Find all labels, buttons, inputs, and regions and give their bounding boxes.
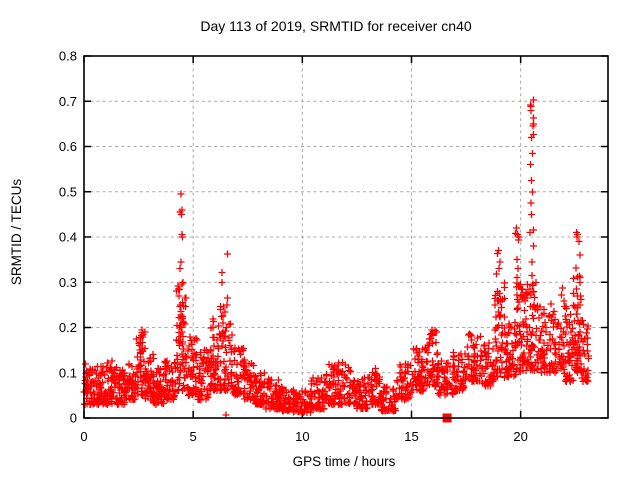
y-tick-labels: 0 0.1 0.2 0.3 0.4 0.5 0.6 0.7 0.8 xyxy=(59,49,77,426)
y-tick-label: 0 xyxy=(70,411,77,426)
y-tick-label: 0.5 xyxy=(59,184,77,199)
y-tick-label: 0.4 xyxy=(59,230,77,245)
plot-border xyxy=(83,55,609,419)
data-points-plus-markers xyxy=(80,96,592,419)
x-tick-labels: 0 5 10 15 20 xyxy=(80,429,528,444)
y-tick-label: 0.8 xyxy=(59,49,77,64)
y-tick-label: 0.2 xyxy=(59,320,77,335)
y-tick-label: 0.1 xyxy=(59,365,77,380)
x-tick-label: 10 xyxy=(295,429,309,444)
x-axis-title: GPS time / hours xyxy=(293,454,396,469)
x-tick-label: 15 xyxy=(404,429,418,444)
x-tick-label: 0 xyxy=(80,429,87,444)
x-tick-label: 5 xyxy=(190,429,197,444)
chart-title: Day 113 of 2019, SRMTID for receiver cn4… xyxy=(200,18,472,34)
y-axis-title: SRMTID / TECUs xyxy=(9,179,24,286)
x-tick-label: 20 xyxy=(513,429,527,444)
y-tick-label: 0.6 xyxy=(59,139,77,154)
y-tick-label: 0.7 xyxy=(59,94,77,109)
y-tick-label: 0.3 xyxy=(59,275,77,290)
